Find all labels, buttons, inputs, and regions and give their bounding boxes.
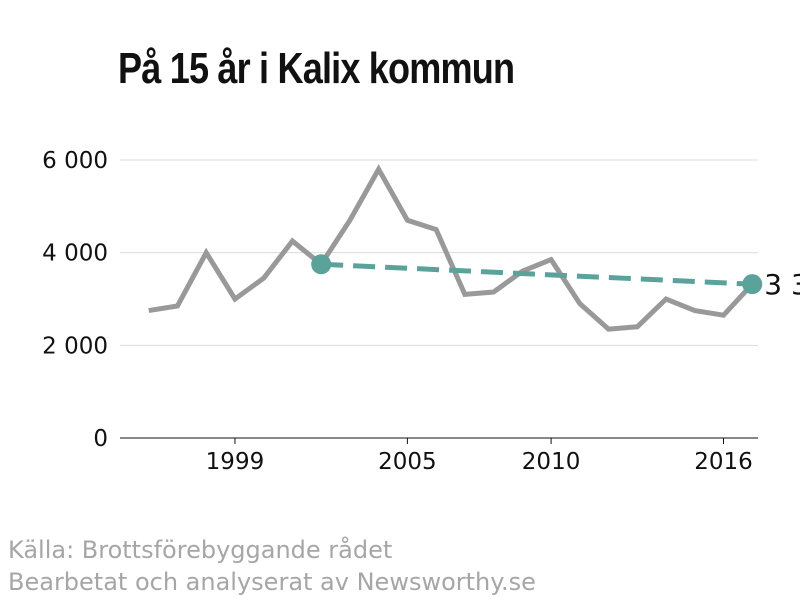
- y-tick-label: 2 000: [42, 333, 108, 359]
- x-tick-label: 2010: [522, 449, 581, 475]
- source-credit: Källa: Brottsförebyggande rådet: [8, 536, 393, 564]
- chart-title: På 15 år i Kalix kommun: [118, 44, 515, 93]
- x-tick-label: 2016: [694, 449, 753, 475]
- trend-start-point: [311, 254, 332, 275]
- analysis-credit: Bearbetat och analyserat av Newsworthy.s…: [8, 568, 536, 596]
- series-line: [148, 164, 755, 332]
- y-tick-label: 4 000: [42, 241, 108, 267]
- y-tick-label: 6 000: [42, 148, 108, 174]
- x-tick-label: 2005: [378, 449, 437, 475]
- trend-end-point: [742, 274, 763, 295]
- trend-line: [321, 261, 753, 287]
- x-tick-label: 1999: [206, 449, 265, 475]
- y-tick-label: 0: [93, 426, 108, 452]
- trend-end-label: 3 320: [764, 268, 800, 301]
